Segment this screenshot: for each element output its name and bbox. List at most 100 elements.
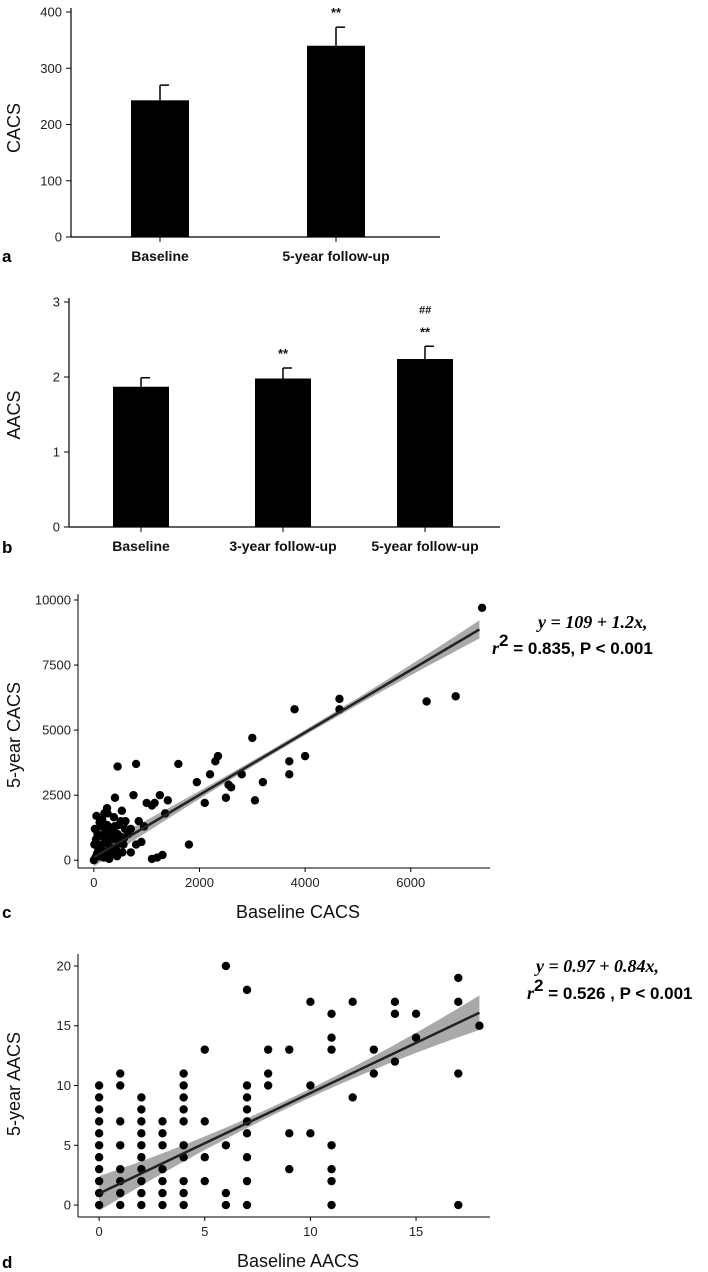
panel-d-data-point bbox=[306, 1081, 315, 1090]
panel-c-data-point bbox=[285, 770, 294, 779]
panel-c-equation-line2: r2 = 0.835, P < 0.001 bbox=[492, 631, 653, 658]
panel-c-data-point bbox=[258, 777, 268, 787]
panel-b-y-tick-label: 1 bbox=[53, 445, 60, 460]
panel-c-data-point bbox=[300, 751, 310, 761]
panel-d-data-point bbox=[221, 961, 231, 971]
panel-d-data-point bbox=[94, 1129, 104, 1138]
panel-c-data-point bbox=[226, 783, 236, 792]
panel-d-data-point bbox=[327, 1200, 336, 1210]
panel-c-y-tick-label: 2500 bbox=[42, 788, 71, 803]
panel-d-data-point bbox=[158, 1176, 167, 1186]
panel-c-data-point bbox=[285, 757, 294, 766]
panel-d-data-point bbox=[390, 1057, 400, 1066]
panel-c-y-tick-label: 10000 bbox=[35, 593, 71, 608]
panel-a-y-tick-label: 400 bbox=[40, 5, 62, 20]
panel-c-data-point bbox=[248, 733, 257, 743]
panel-b-y-tick-label: 0 bbox=[53, 520, 60, 535]
panel-c-scatter-plot: 0 2500 5000 7500 10000 0 2000 4000 6000 bbox=[35, 593, 490, 890]
panel-d-data-point bbox=[475, 1021, 484, 1030]
panel-c-data-point bbox=[221, 793, 231, 802]
panel-d-data-point bbox=[116, 1081, 125, 1090]
panel-d-data-point bbox=[137, 1153, 146, 1162]
panel-d-x-tick-label: 5 bbox=[201, 1224, 208, 1239]
panel-d-data-point bbox=[242, 1176, 252, 1186]
panel-d-data-point bbox=[200, 1117, 209, 1126]
panel-d-data-point bbox=[116, 1188, 125, 1198]
panel-d-data-point bbox=[94, 1164, 104, 1174]
panel-d-data-point bbox=[369, 1045, 378, 1054]
panel-c-data-point bbox=[250, 796, 260, 805]
panel-c-data-point bbox=[121, 816, 130, 826]
panel-d-data-point bbox=[137, 1129, 146, 1138]
panel-d-data-point bbox=[179, 1093, 188, 1102]
panel-a-y-tick-label: 200 bbox=[40, 117, 62, 132]
panel-c-data-point bbox=[109, 813, 119, 822]
panel-d-data-point bbox=[327, 1009, 336, 1018]
panel-d-y-tick-label: 15 bbox=[57, 1018, 71, 1033]
panel-c-r2-superscript: 2 bbox=[499, 631, 508, 650]
panel-d-regression-line bbox=[98, 1011, 480, 1195]
panel-d-data-point bbox=[285, 1045, 294, 1054]
panel-b-y-tick-label: 3 bbox=[53, 295, 60, 310]
panel-b-category-label: Baseline bbox=[112, 538, 170, 554]
panel-d-data-point bbox=[263, 1045, 273, 1054]
panel-d-r2-text: = 0.526 , P < 0.001 bbox=[543, 984, 692, 1003]
panel-d-data-point bbox=[454, 1069, 463, 1078]
panel-d-equation-line1: y = 0.97 + 0.84x, bbox=[534, 956, 659, 976]
panel-d-r2-superscript: 2 bbox=[534, 976, 543, 995]
panel-b-bar bbox=[113, 386, 169, 527]
panel-a-category-label: Baseline bbox=[131, 248, 189, 264]
panel-d-data-point bbox=[116, 1141, 125, 1150]
panel-c-data-point bbox=[290, 705, 299, 714]
panel-c-data-point bbox=[113, 762, 122, 771]
panel-d-data-point bbox=[116, 1117, 125, 1126]
panel-d-data-point bbox=[327, 1033, 336, 1042]
panel-d-data-point bbox=[116, 1164, 125, 1174]
panel-c-data-point bbox=[477, 603, 487, 613]
panel-c-data-point bbox=[131, 840, 141, 849]
panel-c-data-point bbox=[200, 798, 209, 808]
panel-c-y-axis-label: 5-year CACS bbox=[4, 682, 24, 788]
panel-d-y-tick-label: 5 bbox=[64, 1138, 71, 1153]
panel-c-data-point bbox=[134, 816, 143, 826]
panel-c-y-tick-label: 0 bbox=[64, 853, 71, 868]
panel-c-data-point bbox=[150, 798, 159, 808]
panel-d-data-point bbox=[94, 1081, 104, 1090]
panel-d-data-point bbox=[137, 1117, 146, 1126]
panel-d-r2-symbol: r bbox=[527, 983, 535, 1003]
panel-d-data-point bbox=[94, 1117, 104, 1126]
panel-c-data-point bbox=[174, 759, 183, 769]
panel-d-data-point bbox=[454, 997, 463, 1007]
panel-b-bar bbox=[255, 378, 311, 527]
panel-c-label: c bbox=[2, 903, 11, 922]
panel-c-data-point bbox=[110, 793, 120, 802]
panel-b-significance-marker: ** bbox=[420, 324, 431, 339]
panel-d-data-point bbox=[285, 1129, 294, 1138]
panel-c-data-point bbox=[102, 820, 112, 830]
panel-b-y-tick-label: 2 bbox=[53, 370, 60, 385]
panel-c-data-point bbox=[422, 697, 431, 706]
panel-d-data-point bbox=[411, 1009, 421, 1018]
panel-b-bar bbox=[397, 359, 453, 527]
panel-c-r2-symbol: r bbox=[492, 638, 500, 658]
panel-b-category-label: 5-year follow-up bbox=[371, 538, 478, 554]
panel-d-data-point bbox=[158, 1164, 167, 1174]
panel-b-y-axis-label: AACS bbox=[4, 390, 24, 439]
panel-d-data-point bbox=[179, 1081, 188, 1090]
panel-b-bar-chart: 0 1 2 3 Baseline 3-year follow-up ** 5-year fol… bbox=[53, 295, 500, 554]
panel-c-data-point bbox=[126, 848, 136, 857]
panel-a-category-label: 5-year follow-up bbox=[282, 248, 389, 264]
panel-d-data-point bbox=[179, 1141, 188, 1150]
panel-d-data-point bbox=[348, 997, 357, 1007]
panel-d-data-point bbox=[94, 1153, 104, 1162]
panel-d-data-point bbox=[200, 1045, 209, 1054]
panel-d-data-point bbox=[94, 1200, 104, 1210]
panel-c-data-point bbox=[451, 692, 460, 701]
panel-d-data-point bbox=[116, 1069, 125, 1078]
panel-d-data-point bbox=[263, 1069, 273, 1078]
panel-d-data-point bbox=[158, 1188, 167, 1198]
panel-d-data-point bbox=[200, 1153, 209, 1162]
panel-d-data-point bbox=[200, 1176, 209, 1186]
panel-a-y-tick-label: 300 bbox=[40, 61, 62, 76]
panel-d-data-point bbox=[242, 1200, 252, 1210]
